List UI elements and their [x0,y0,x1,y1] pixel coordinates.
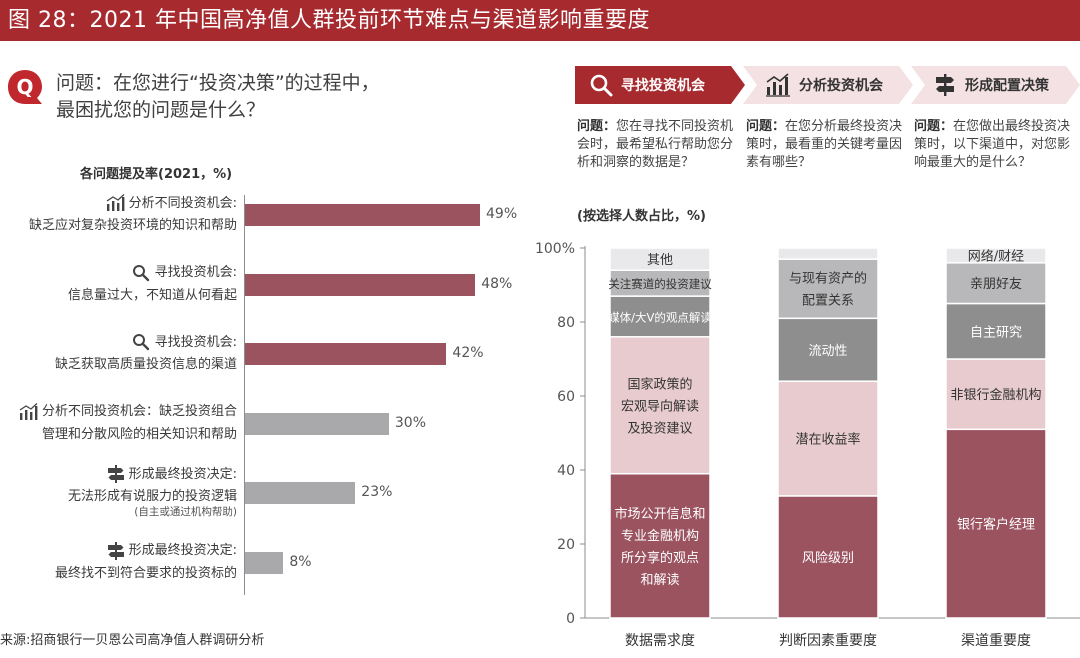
bar-item-5 [245,482,356,504]
bar-category-text: 缺乏应对复杂投资环境的知识和帮助 [28,218,237,233]
bar-category-head: 寻找投资机会: [154,334,237,350]
category-label: 数据需求度 [625,633,695,649]
y-tick-label: 0 [566,611,575,627]
stage-label-decide: 形成配置决策 [965,78,1049,94]
stage-label-analyze: 分析投资机会 [799,78,883,94]
question-badge-letter: Q [16,75,33,99]
bar-category-label: 形成最终投资决定: 最终找不到符合要求的投资标的 [54,541,237,582]
y-tick-label: 80 [557,315,575,331]
stack-segment [777,495,879,619]
stage-arrow-analyze: 分析投资机会 [743,66,913,104]
category-label: 判断因素重要度 [779,633,877,649]
stack-segment [945,358,1047,431]
stack-segment [609,472,711,619]
search-icon [590,74,613,97]
bar-category-label: 分析不同投资机会: 缺乏应对复杂投资环境的知识和帮助 [29,194,237,234]
bar-chart-icon [106,194,125,211]
bar-item-1 [245,204,480,226]
bar-item-6 [245,551,284,574]
bar-category-head: 分析不同投资机会: [128,195,237,211]
bar-category-head: 寻找投资机会: [154,265,237,280]
stack-segment [609,247,711,271]
stack-segment [609,336,711,475]
bar-chart-icon [19,402,38,420]
stage-label-find: 寻找投资机会 [621,78,705,94]
stack-segment [777,258,879,320]
stage-question-find: 问题：您在寻找不同投资机会时，最希望私行帮助您分析和洞察的数据是？ [577,119,734,170]
y-tick-label: 40 [557,463,575,479]
bar-chart-icon [766,73,790,97]
bar-value-label: 49% [486,206,518,222]
bar-item-4 [245,412,389,435]
search-icon [132,264,149,281]
search-icon [132,334,149,351]
bar-category-text: 信息量过大，不知道从何看起 [67,287,237,303]
stack-segment [945,262,1047,305]
segment-label: 银行客户经理 [957,517,1035,533]
signpost-icon [936,74,954,96]
stack-segment [777,247,879,260]
bar-value-label: 48% [481,275,513,292]
bar-category-label: 寻找投资机会: 缺乏获取高质量投资信息的渠道 [55,333,237,373]
stage-arrow-decide: 形成配置决策 [911,66,1080,104]
bar-item-2 [245,273,476,296]
segment-label: 亲朋好友 [970,276,1022,292]
question-badge-icon: Q [8,70,42,104]
main-question-line1: 问题：在您进行“投资决策”的过程中， [56,72,380,94]
bar-category-head: 形成最终投资决定: [128,543,237,558]
stage-question-decide: 问题：在您做出最终投资决策时，以下渠道中，对您影响最重大的是什么？ [914,119,1071,170]
stack-segment [777,380,879,497]
segment-label: 潜在收益率 [795,432,860,448]
stacked-bar-chart: 0 20 40 60 80 100% 市场公开信息和专业金融机构所分享的观点和解读 国家政策的… [535,241,1080,649]
bar-category-label: 形成最终投资决定: 无法形成有说服力的投资逻辑 (自主或通过机构帮助) [68,465,237,519]
y-tick-label: 100% [535,241,575,257]
left-chart-axis [244,195,245,595]
bar-item-3 [245,343,447,365]
bar-value-label: 23% [361,484,393,500]
stack-segment [945,247,1047,264]
bar-value-label: 8% [289,553,312,570]
segment-label: 流动性 [808,344,847,359]
bar-category-text: 无法形成有说服力的投资逻辑 [67,489,237,505]
bar-category-text: 缺乏获取高质量投资信息的渠道 [54,357,237,372]
question-badge: Q [6,68,44,106]
segment-label: 媒体/大V的观点解读 [608,310,712,324]
y-tick-label: 20 [557,537,575,553]
left-chart-title: 各问题提及率(2021，%) [80,167,233,182]
segment-label: 风险级别 [802,551,854,566]
bar-category-label: 分析不同投资机会：缺乏投资组合 管理和分散风险的相关知识和帮助 [19,402,237,443]
bar-category-head: 形成最终投资决定: [128,466,237,482]
segment-label: 网络/财经 [968,248,1024,264]
category-label: 渠道重要度 [961,633,1031,649]
segment-label: 非银行金融机构 [950,387,1041,403]
page-title: 图 28：2021 年中国高净值人群投前环节难点与渠道影响重要度 [0,0,1080,41]
signpost-icon [107,465,124,484]
stack-segment [777,317,879,382]
stage-question-analyze: 问题：在您分析最终投资决策时，最看重的关键考量因素有哪些？ [746,119,903,170]
right-chart-title: (按选择人数占比，%) [577,209,706,224]
bar-category-note: (自主或通过机构帮助) [134,506,237,519]
segment-label: 其他 [647,253,673,268]
stage-arrow-find: 寻找投资机会 [575,66,745,104]
signpost-icon [107,541,124,560]
segment-label: 与现有资产的配置关系 [789,271,867,309]
stack-segment [609,269,711,297]
bar-category-label: 寻找投资机会: 信息量过大，不知道从何看起 [68,264,237,304]
bar-category-text: 最终找不到符合要求的投资标的 [54,565,237,581]
bar-category-text: 管理和分散风险的相关知识和帮助 [41,426,237,442]
segment-label: 关注赛道的投资建议 [608,277,712,291]
segment-label: 市场公开信息和专业金融机构所分享的观点和解读 [614,506,705,588]
main-question: 问题：在您进行“投资决策”的过程中， 最困扰您的问题是什么？ [56,70,486,124]
source-note: 来源:招商银行一贝恩公司高净值人群调研分析 [0,633,265,648]
bar-category-head: 分析不同投资机会：缺乏投资组合 [41,404,237,419]
stack-segment [945,302,1047,360]
main-question-line2: 最困扰您的问题是什么？ [56,99,266,121]
stack-segment [945,428,1047,619]
y-tick-label: 60 [557,389,575,405]
segment-label: 国家政策的宏观导向解读及投资建议 [621,376,699,436]
bar-value-label: 30% [394,414,426,431]
segment-label: 自主研究 [970,325,1022,340]
bar-value-label: 42% [452,345,484,361]
